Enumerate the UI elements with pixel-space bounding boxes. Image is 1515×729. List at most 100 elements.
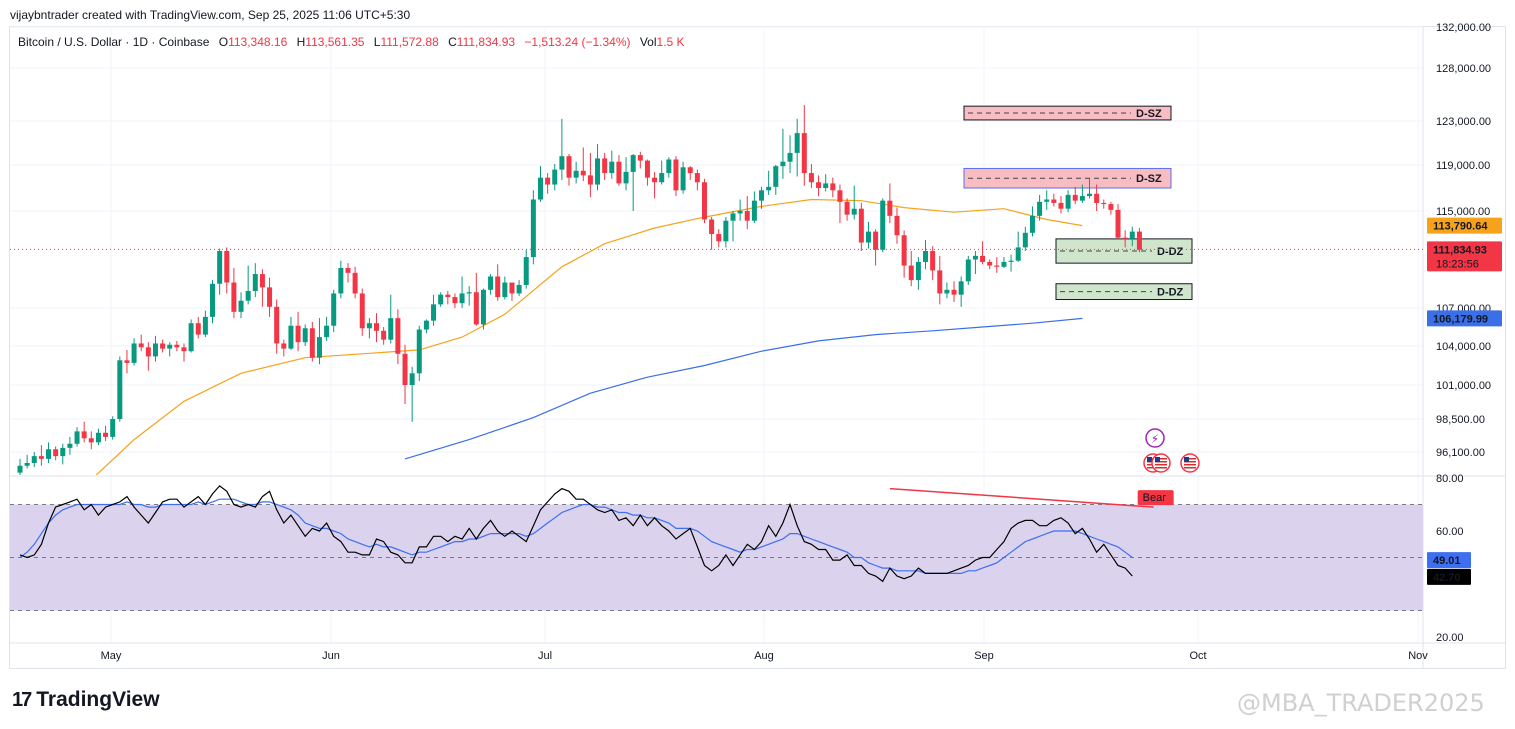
candle-body: [395, 318, 401, 354]
candle-body: [873, 231, 879, 250]
candle-body: [431, 304, 437, 321]
candle-body: [623, 171, 629, 184]
date-axis-label: Oct: [1189, 650, 1206, 662]
candle-body: [637, 155, 643, 161]
candle-body: [1015, 247, 1021, 261]
close-label: C: [448, 35, 457, 49]
attribution-text: vijaybntrader created with TradingView.c…: [10, 8, 411, 22]
candle-body: [124, 360, 130, 363]
candle-body: [295, 325, 301, 343]
us-flag-stripe: [1155, 458, 1167, 460]
candle-body: [252, 274, 258, 292]
ma50-line: [95, 198, 1083, 475]
price-axis-tick: 115,000.00: [1436, 206, 1490, 218]
candle-body: [388, 318, 394, 340]
date-axis-label: May: [101, 650, 122, 662]
candle-body: [374, 323, 379, 331]
symbol-legend: Bitcoin / U.S. Dollar · 1D · Coinbase O 1…: [18, 35, 685, 49]
candle-body: [580, 170, 586, 176]
close-value: 111,834.93: [456, 35, 516, 49]
candle-body: [530, 199, 536, 258]
candle-body: [1087, 193, 1092, 197]
high-label: H: [296, 35, 306, 49]
us-flag-stripe: [1155, 464, 1167, 466]
candle-body: [46, 449, 52, 459]
price-axis-tick: 104,000.00: [1436, 341, 1491, 353]
rsi-axis-tick: 80.00: [1436, 473, 1464, 485]
us-flag-canton: [1184, 457, 1189, 462]
tradingview-logo[interactable]: 17 TradingView: [12, 688, 160, 712]
candle-body: [516, 284, 522, 294]
high-value: 113,561.35: [305, 35, 365, 49]
candle-body: [808, 173, 814, 183]
candle-body: [680, 167, 686, 191]
candle-body: [616, 161, 622, 184]
candle-body: [31, 456, 37, 463]
candle-body: [224, 251, 230, 283]
candle-body: [495, 276, 501, 298]
candle-body: [595, 158, 601, 185]
price-badge-countdown: 18:23:56: [1436, 258, 1479, 270]
candle-body: [188, 323, 194, 352]
candle-body: [338, 267, 344, 294]
us-flag-stripe: [1184, 461, 1196, 463]
rsi-badge: [1427, 568, 1471, 585]
candle-body: [816, 182, 822, 188]
open-label: O: [218, 35, 229, 49]
candle-body: [1044, 199, 1050, 202]
price-axis-tick: 119,000.00: [1436, 160, 1490, 172]
candle-body: [666, 159, 672, 174]
candle-body: [281, 343, 287, 349]
candle-body: [438, 294, 444, 305]
candle-body: [673, 159, 679, 191]
candle-body: [894, 215, 900, 236]
candle-body: [801, 133, 807, 174]
rsi-axis-tick: 60.00: [1436, 526, 1464, 538]
candle-body: [352, 272, 358, 294]
candle-body: [880, 200, 886, 250]
tradingview-logo-mark: 17: [12, 688, 32, 711]
us-flag-event-icon[interactable]: [1180, 453, 1200, 473]
date-axis-label: Sep: [974, 650, 994, 662]
price-badge: [1427, 241, 1502, 272]
candle-body: [987, 261, 993, 266]
price-axis-tick: 98,500.00: [1436, 414, 1485, 426]
candle-body: [858, 208, 864, 243]
us-flag-stripe: [1184, 464, 1196, 466]
change-value: −1,513.24 (−1.34%): [524, 35, 631, 49]
candle-body: [972, 255, 978, 260]
candle-body: [160, 343, 166, 349]
candle-body: [459, 293, 465, 304]
candle-body: [409, 373, 415, 385]
lightning-event-glyph: ⚡: [1151, 432, 1159, 446]
candle-body: [145, 347, 151, 357]
price-badge-label: 113,790.64: [1433, 221, 1488, 233]
rsi-badge-label: 42.70: [1433, 572, 1461, 584]
date-axis-label: Nov: [1408, 650, 1428, 662]
candle-body: [687, 167, 693, 174]
candle-body: [1072, 194, 1078, 201]
candle-body: [345, 267, 351, 273]
price-axis-tick: 128,000.00: [1436, 63, 1491, 75]
candle-body: [245, 291, 251, 301]
candle-body: [630, 155, 636, 172]
lightning-event-icon[interactable]: ⚡: [1145, 428, 1165, 448]
candle-body: [1022, 232, 1028, 248]
candle-body: [238, 300, 244, 312]
symbol-name[interactable]: Bitcoin / U.S. Dollar · 1D · Coinbase: [18, 35, 210, 49]
candle-body: [923, 251, 929, 262]
candle-body: [1001, 261, 1007, 267]
candle-body: [644, 160, 650, 178]
candle-body: [908, 265, 914, 281]
price-badge: [1427, 310, 1502, 327]
us-flag-event-icon[interactable]: [1151, 453, 1171, 473]
candle-body: [965, 259, 971, 282]
candle-body: [131, 343, 137, 363]
candle-body: [759, 190, 765, 201]
candle-body: [502, 282, 508, 298]
candle-body: [195, 323, 201, 335]
candle-body: [152, 343, 158, 357]
candle-body: [773, 166, 779, 187]
candle-body: [794, 133, 800, 153]
